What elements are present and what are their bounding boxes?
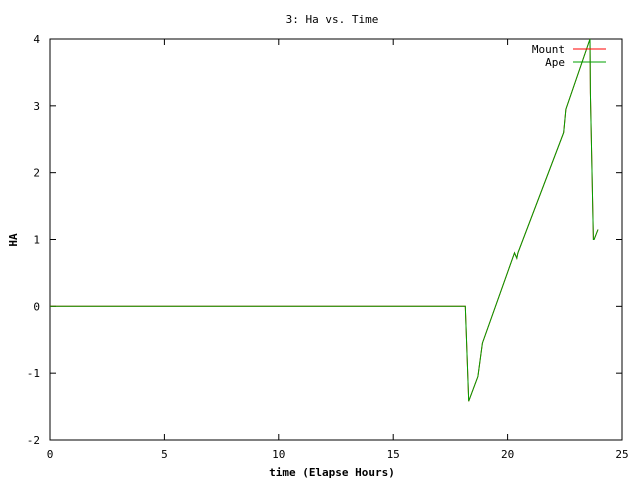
plot-frame bbox=[49, 38, 623, 441]
legend-label-ape: Ape bbox=[545, 56, 565, 69]
chart-title: 3: Ha vs. Time bbox=[286, 13, 379, 26]
x-tick-label: 10 bbox=[272, 448, 285, 461]
y-tick-label: 0 bbox=[33, 300, 40, 313]
x-tick-label: 0 bbox=[47, 448, 54, 461]
y-axis: -2 -1 0 1 2 3 4 bbox=[27, 33, 622, 447]
y-tick-label: 4 bbox=[33, 33, 40, 46]
x-axis: 0 5 10 15 20 25 bbox=[47, 39, 629, 461]
y-tick-label: 1 bbox=[33, 234, 40, 247]
y-tick-label: 2 bbox=[33, 167, 40, 180]
x-axis-label: time (Elapse Hours) bbox=[269, 466, 395, 479]
x-tick-label: 25 bbox=[615, 448, 628, 461]
legend-label-mount: Mount bbox=[532, 43, 565, 56]
series-line-mount bbox=[50, 38, 599, 402]
y-tick-label: -1 bbox=[27, 367, 40, 380]
series-line-ape bbox=[50, 38, 599, 402]
series-layer bbox=[50, 38, 599, 402]
x-tick-label: 20 bbox=[501, 448, 514, 461]
y-tick-label: 3 bbox=[33, 100, 40, 113]
x-tick-label: 15 bbox=[387, 448, 400, 461]
y-tick-label: -2 bbox=[27, 434, 40, 447]
x-tick-label: 5 bbox=[161, 448, 168, 461]
y-axis-label: HA bbox=[7, 233, 20, 247]
